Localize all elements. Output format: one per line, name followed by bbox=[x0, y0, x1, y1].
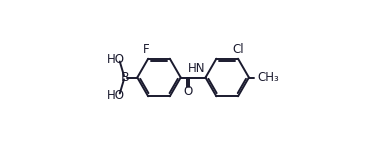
Text: O: O bbox=[183, 85, 192, 98]
Text: HN: HN bbox=[188, 62, 205, 75]
Text: HO: HO bbox=[108, 89, 125, 102]
Text: F: F bbox=[143, 43, 150, 56]
Text: B: B bbox=[121, 71, 130, 84]
Text: CH₃: CH₃ bbox=[258, 71, 279, 84]
Text: Cl: Cl bbox=[232, 43, 244, 56]
Text: HO: HO bbox=[108, 53, 125, 66]
